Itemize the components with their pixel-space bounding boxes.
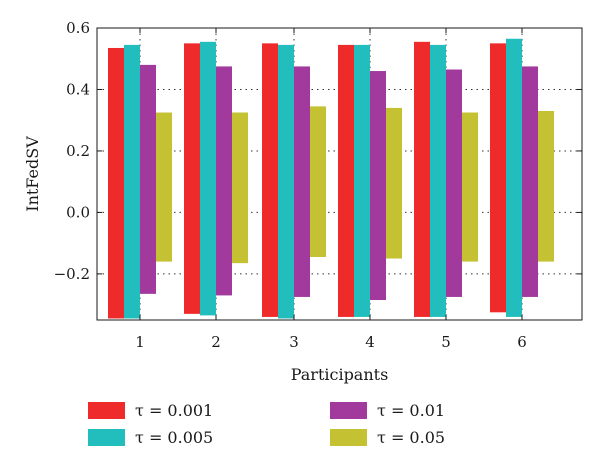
y-axis-label: IntFedSV — [23, 136, 42, 212]
bar — [310, 106, 326, 257]
y-tick-label: 0.2 — [66, 142, 90, 160]
legend-swatch — [88, 402, 125, 419]
y-tick-label: 0.0 — [66, 203, 90, 221]
bar — [124, 44, 140, 319]
y-tick-label: −0.2 — [54, 265, 90, 283]
x-tick-label: 5 — [441, 333, 451, 351]
bar — [446, 69, 462, 297]
axis-ticks: −0.2 0.0 0.2 0.4 0.6 1 2 3 4 5 6 — [54, 19, 582, 351]
bar — [506, 38, 522, 317]
y-tick-label: 0.4 — [66, 80, 90, 98]
bar — [490, 43, 506, 313]
bar — [370, 71, 386, 301]
bar — [278, 44, 294, 319]
x-tick-label: 4 — [365, 333, 375, 351]
legend-label: τ = 0.05 — [377, 428, 445, 447]
bar — [414, 41, 430, 317]
bar — [354, 44, 370, 317]
legend-swatch — [330, 402, 367, 419]
bar — [262, 43, 278, 317]
legend-swatch — [88, 429, 125, 446]
legend-swatch — [330, 429, 367, 446]
bar — [232, 112, 248, 264]
plot-frame — [96, 27, 583, 321]
x-tick-label: 3 — [289, 333, 299, 351]
bar — [522, 66, 538, 297]
legend-label: τ = 0.01 — [377, 401, 445, 420]
x-axis-label: Participants — [291, 365, 389, 384]
legend: τ = 0.001 τ = 0.005 τ = 0.01 τ = 0.05 — [88, 401, 445, 447]
x-tick-label: 1 — [135, 333, 145, 351]
bar — [140, 64, 156, 294]
legend-label: τ = 0.005 — [135, 428, 213, 447]
bar — [156, 112, 172, 262]
bar — [200, 41, 216, 316]
bar — [538, 110, 554, 262]
bar — [430, 44, 446, 317]
x-tick-label: 2 — [211, 333, 221, 351]
legend-label: τ = 0.001 — [135, 401, 213, 420]
bar — [462, 112, 478, 262]
bar — [216, 66, 232, 296]
bar — [386, 107, 402, 259]
bar — [108, 47, 124, 319]
bar — [184, 43, 200, 314]
bars — [108, 38, 554, 319]
bar — [338, 44, 354, 317]
y-tick-label: 0.6 — [66, 19, 90, 37]
bar — [294, 66, 310, 297]
x-tick-label: 6 — [517, 333, 527, 351]
